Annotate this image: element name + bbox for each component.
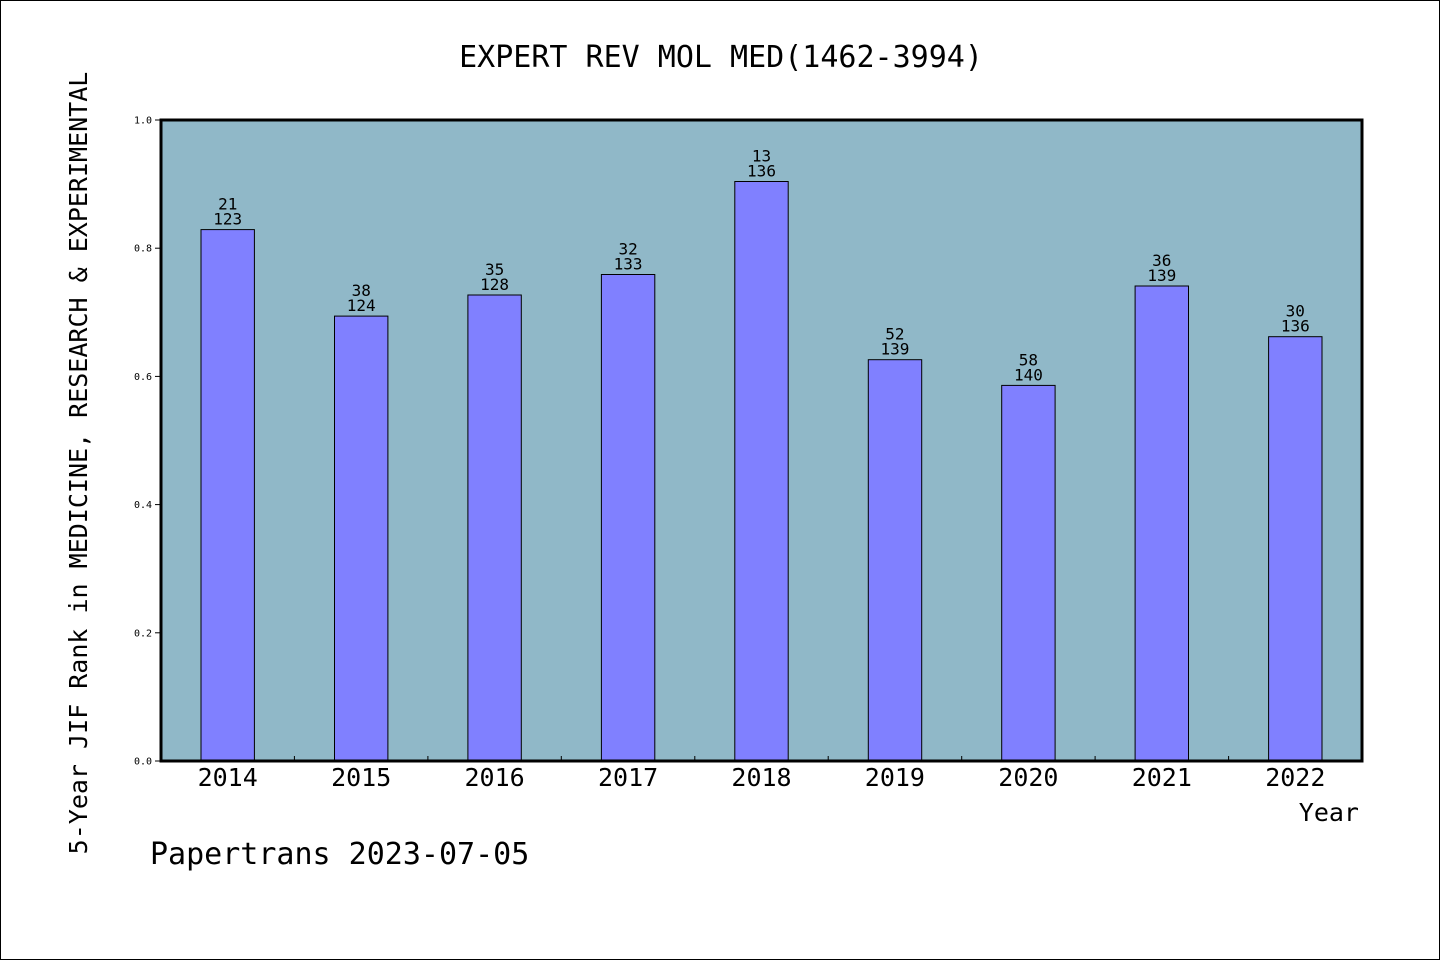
bar-2018 bbox=[734, 181, 789, 762]
footer-watermark: Papertrans 2023-07-05 bbox=[150, 837, 529, 872]
x-tick-label: 2019 bbox=[865, 763, 925, 792]
y-tick-label: 0.6 bbox=[134, 372, 152, 383]
x-tick-label: 2021 bbox=[1132, 763, 1192, 792]
bars-layer bbox=[200, 181, 1323, 762]
plot-frame bbox=[159, 118, 1364, 763]
y-tick-label: 0.2 bbox=[134, 628, 152, 639]
x-tick-label: 2016 bbox=[464, 763, 524, 792]
y-tick-label: 0.0 bbox=[134, 757, 152, 768]
bar-rank-label: 21 bbox=[218, 195, 237, 214]
bar-2021 bbox=[1134, 285, 1189, 762]
x-tick-label: 2015 bbox=[331, 763, 391, 792]
bar-rank-label: 38 bbox=[352, 281, 371, 300]
x-tick-label: 2014 bbox=[198, 763, 258, 792]
bar-2019 bbox=[867, 359, 923, 762]
y-tick-label: 0.4 bbox=[134, 500, 152, 511]
bar-2022 bbox=[1268, 336, 1323, 762]
bar-total-label: 123 bbox=[213, 210, 242, 229]
x-axis: 2014 2015 2016 2017 2018 2019 2020 2021 2022 bbox=[198, 756, 1325, 792]
bar-rank-label: 30 bbox=[1286, 302, 1305, 321]
y-tick-label: 1.0 bbox=[134, 116, 152, 127]
bar-2014 bbox=[200, 229, 255, 762]
bar-total-label: 124 bbox=[347, 296, 376, 315]
bar-rank-label: 35 bbox=[485, 260, 504, 279]
x-tick-label: 2018 bbox=[731, 763, 791, 792]
x-tick-label: 2022 bbox=[1265, 763, 1325, 792]
chart-title: EXPERT REV MOL MED(1462-3994) bbox=[459, 40, 983, 75]
bar-rank-label: 13 bbox=[752, 147, 771, 166]
bar-2020 bbox=[1001, 384, 1056, 762]
bar-2016 bbox=[467, 294, 522, 762]
bar-total-label: 136 bbox=[1281, 317, 1310, 336]
y-tick-label: 0.8 bbox=[134, 244, 152, 255]
y-axis: 0.0 0.2 0.4 0.6 0.8 1.0 bbox=[134, 116, 161, 768]
x-axis-label: Year bbox=[1299, 798, 1359, 827]
y-axis-label: 5-Year JIF Rank in MEDICINE, RESEARCH & … bbox=[64, 72, 93, 855]
bar-total-label: 133 bbox=[614, 255, 643, 274]
bar-rank-label: 58 bbox=[1019, 350, 1038, 369]
bar-2015 bbox=[334, 315, 389, 762]
bar-rank-label: 52 bbox=[885, 325, 904, 344]
bar-labels-layer: 2112338124351283213313136521395814036139… bbox=[213, 147, 1310, 385]
bar-total-label: 136 bbox=[747, 162, 776, 181]
bar-rank-label: 32 bbox=[618, 240, 637, 259]
bar-total-label: 128 bbox=[480, 275, 509, 294]
x-tick-label: 2017 bbox=[598, 763, 658, 792]
x-tick-label: 2020 bbox=[998, 763, 1058, 792]
bar-total-label: 140 bbox=[1014, 365, 1043, 384]
bar-total-label: 139 bbox=[880, 340, 909, 359]
bar-2017 bbox=[600, 274, 656, 762]
bar-rank-label: 36 bbox=[1152, 251, 1171, 270]
bar-total-label: 139 bbox=[1147, 266, 1176, 285]
